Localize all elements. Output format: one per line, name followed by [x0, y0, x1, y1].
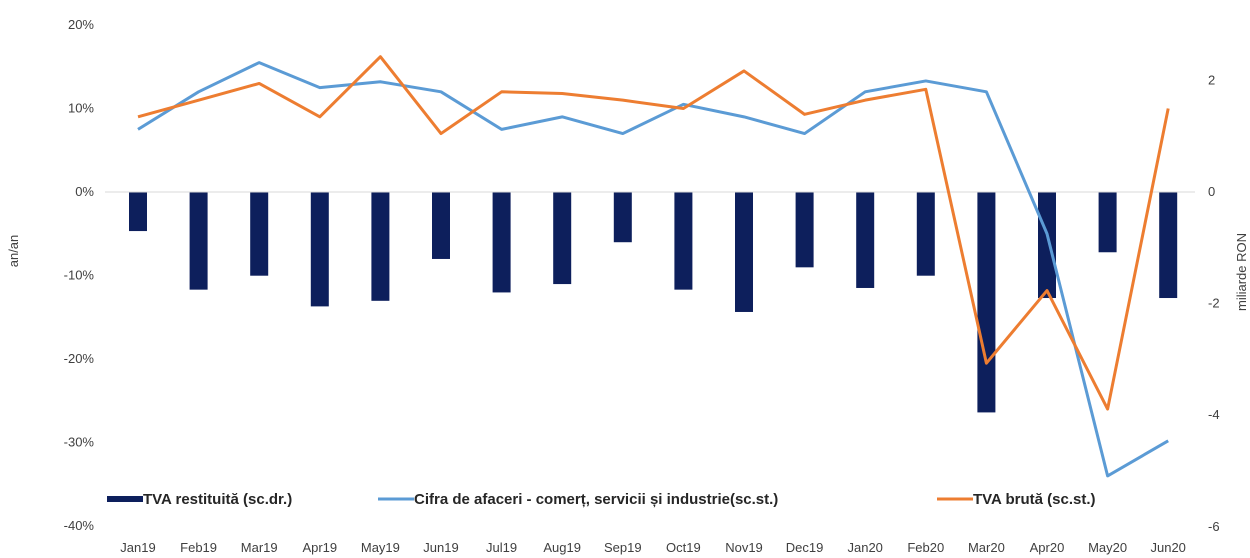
x-tick-label: Sep19	[604, 540, 642, 555]
bar-May19	[371, 192, 390, 301]
legend-item-2: Cifra de afaceri - comerț, servicii și i…	[378, 491, 778, 508]
bar-Aug19	[553, 192, 572, 285]
right-tick-label: -6	[1208, 519, 1220, 534]
x-tick-label: May19	[361, 540, 400, 555]
x-tick-label: Dec19	[786, 540, 824, 555]
x-tick-label: Jan19	[120, 540, 155, 555]
bar-Mar20	[977, 192, 996, 413]
x-tick-label: Nov19	[725, 540, 763, 555]
bar-Dec19	[795, 192, 814, 268]
bar-Apr20	[1038, 192, 1056, 299]
x-tick-label: Jun19	[423, 540, 458, 555]
x-tick-label: May20	[1088, 540, 1127, 555]
right-axis-ticks: 2 0 -2 -4 -6	[1208, 72, 1220, 533]
bar-Jan20	[856, 192, 875, 288]
right-axis-title: miliarde RON	[1234, 233, 1249, 311]
x-axis-ticks: Jan19 Feb19 Mar19 Apr19 May19 Jun19 Jul19 Aug19…	[120, 540, 1186, 555]
left-tick-label: -40%	[64, 518, 95, 533]
legend-label: Cifra de afaceri - comerț, servicii și i…	[414, 491, 778, 508]
x-tick-label: Feb19	[180, 540, 217, 555]
left-axis-title: an/an	[6, 235, 21, 268]
bar-Sep19	[613, 192, 632, 243]
bar-Jan19	[129, 192, 147, 232]
bar-series-tva-restituita	[129, 192, 1178, 413]
x-tick-label: Apr19	[302, 540, 337, 555]
bar-Apr19	[310, 192, 329, 307]
x-tick-label: Mar19	[241, 540, 278, 555]
legend-item-3: TVA brută (sc.st.)	[937, 491, 1096, 508]
right-tick-label: -4	[1208, 407, 1220, 422]
bar-Oct19	[674, 192, 693, 290]
right-tick-label: -2	[1208, 296, 1220, 311]
bar-Nov19	[735, 192, 753, 312]
legend-label: TVA restituită (sc.dr.)	[143, 491, 292, 508]
legend-label: TVA brută (sc.st.)	[973, 491, 1096, 508]
left-axis-ticks: 20% 10% 0% -10% -20% -30% -40%	[64, 17, 95, 533]
bar-May20	[1098, 192, 1117, 253]
left-tick-label: 20%	[68, 17, 94, 32]
line-series	[137, 55, 1170, 478]
line-series-2	[137, 55, 1170, 411]
bar-Jun19	[432, 192, 450, 259]
legend-item-1: TVA restituită (sc.dr.)	[107, 491, 292, 508]
x-tick-label: Jun20	[1150, 540, 1185, 555]
line-series-1	[137, 61, 1169, 478]
x-tick-label: Oct19	[666, 540, 701, 555]
right-tick-label: 0	[1208, 184, 1215, 199]
bar-Jul19	[492, 192, 511, 293]
left-tick-label: 0%	[75, 184, 94, 199]
left-tick-label: -10%	[64, 268, 95, 283]
left-tick-label: 10%	[68, 101, 94, 116]
bar-Feb20	[916, 192, 935, 276]
right-tick-label: 2	[1208, 72, 1215, 87]
left-tick-label: -30%	[64, 435, 95, 450]
legend: TVA restituită (sc.dr.) Cifra de afaceri …	[107, 491, 1096, 508]
bar-Mar19	[250, 192, 269, 276]
x-tick-label: Jul19	[486, 540, 517, 555]
x-tick-label: Feb20	[907, 540, 944, 555]
bar-Feb19	[189, 192, 208, 290]
bar-Jun20	[1159, 192, 1178, 299]
x-tick-label: Jan20	[847, 540, 882, 555]
left-tick-label: -20%	[64, 351, 95, 366]
x-tick-label: Aug19	[543, 540, 581, 555]
x-tick-label: Apr20	[1030, 540, 1065, 555]
x-tick-label: Mar20	[968, 540, 1005, 555]
